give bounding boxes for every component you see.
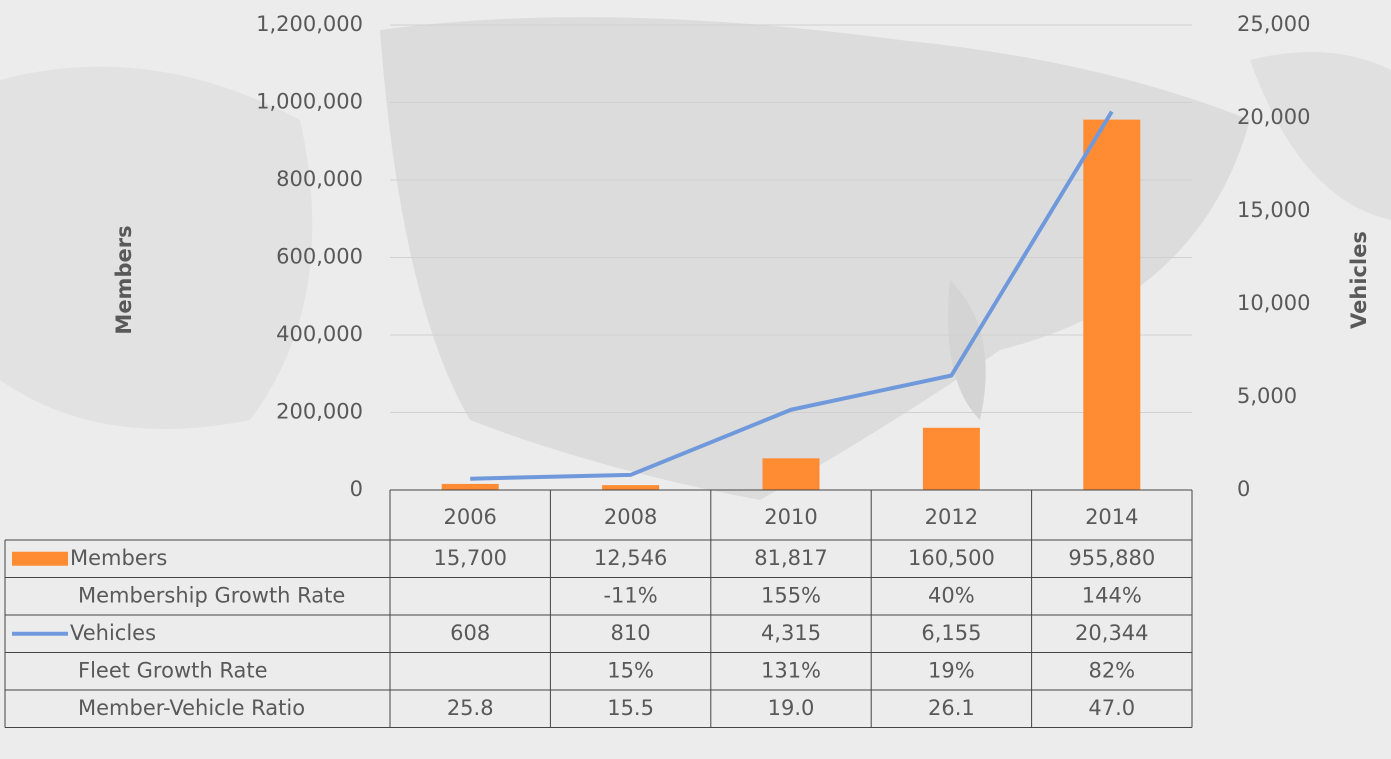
table-cell: 20,344 [1075,621,1148,645]
x-tick-label: 2014 [1085,505,1138,529]
row-label: Membership Growth Rate [78,583,345,607]
x-tick-label: 2006 [443,505,496,529]
line [470,110,1114,481]
table-cell: 6,155 [921,621,981,645]
table-cell: 15.5 [607,696,654,720]
x-tick-label: 2012 [925,505,978,529]
y-tick-label: 400,000 [276,322,363,346]
bar [922,427,980,490]
table-cell: 19.0 [768,696,815,720]
y-tick-label: 200,000 [276,400,363,424]
table-cell: 26.1 [928,696,975,720]
row-label: Fleet Growth Rate [78,658,268,682]
legend-label: Vehicles [70,621,156,645]
y-tick-label: 0 [350,477,363,501]
x-tick-label: 2008 [604,505,657,529]
y2-tick-label: 25,000 [1237,12,1310,36]
x-tick-label: 2010 [764,505,817,529]
table-cell: 131% [761,658,821,682]
y-tick-label: 1,000,000 [256,90,363,114]
bar [1083,119,1141,490]
table-cell: 810 [611,621,651,645]
table-cell: 955,880 [1068,546,1155,570]
table-cell: 160,500 [908,546,995,570]
y-tick-label: 1,200,000 [256,12,363,36]
table-cell: 608 [450,621,490,645]
table-cell: 82% [1088,658,1135,682]
table-cell: 15,700 [433,546,506,570]
y2-tick-label: 20,000 [1237,105,1310,129]
y-tick-label: 800,000 [276,167,363,191]
table-cell: -11% [603,583,657,607]
y2-tick-label: 10,000 [1237,291,1310,315]
y-axis-title: Members [112,225,136,334]
table-cell: 47.0 [1088,696,1135,720]
y2-tick-label: 15,000 [1237,198,1310,222]
table-cell: 40% [928,583,975,607]
y-tick-label: 600,000 [276,245,363,269]
table-cell: 4,315 [761,621,821,645]
table-cell: 25.8 [447,696,494,720]
bar [441,483,499,490]
map-decoration [0,17,1391,501]
table-cell: 155% [761,583,821,607]
table-cell: 19% [928,658,975,682]
bar [762,458,820,490]
table-cell: 81,817 [754,546,827,570]
y2-tick-label: 5,000 [1237,384,1297,408]
table-cell: 144% [1082,583,1142,607]
bar [602,485,660,490]
table-cell: 15% [607,658,654,682]
y2-tick-label: 0 [1237,477,1250,501]
legend-key [12,551,68,566]
row-label: Member-Vehicle Ratio [78,696,305,720]
legend-label: Members [70,546,167,570]
y2-axis-title: Vehicles [1347,231,1371,329]
table-cell: 12,546 [594,546,667,570]
